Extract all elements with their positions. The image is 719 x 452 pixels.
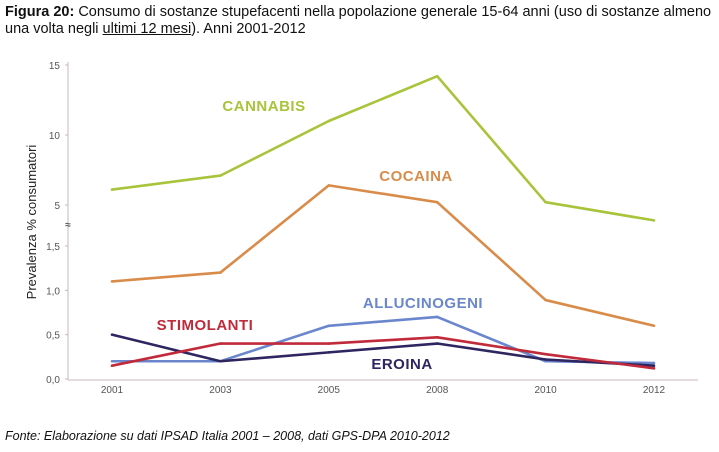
data-point-stimolanti bbox=[544, 352, 547, 356]
data-point-cocaina bbox=[435, 200, 439, 204]
source-note: Fonte: Elaborazione su dati IPSAD Italia… bbox=[5, 429, 450, 443]
data-point-cannabis bbox=[652, 219, 656, 222]
data-point-eroina bbox=[110, 333, 114, 336]
caption-text: Consumo di sostanze stupefacenti nella p… bbox=[5, 4, 712, 37]
series-line-eroina bbox=[111, 333, 655, 367]
data-point-stimolanti bbox=[219, 342, 222, 345]
x-tick-label: 2008 bbox=[426, 385, 449, 396]
series-label-cannabis: CANNABIS bbox=[222, 98, 305, 115]
figure-caption: Figura 20: Consumo di sostanze stupeface… bbox=[5, 4, 717, 38]
series-line-cannabis bbox=[111, 74, 655, 222]
data-point-allucinogeni bbox=[110, 359, 114, 363]
data-point-allucinogeni bbox=[435, 315, 439, 319]
data-point-cocaina bbox=[652, 324, 656, 328]
x-tick-label: 2010 bbox=[534, 385, 557, 396]
y-tick-label: 10 bbox=[49, 131, 61, 142]
data-point-eroina bbox=[435, 342, 439, 345]
data-point-cannabis bbox=[219, 174, 222, 177]
data-point-cocaina bbox=[327, 184, 331, 187]
data-point-cannabis bbox=[327, 119, 331, 123]
series-line-cocaina bbox=[111, 184, 655, 328]
x-tick-label: 2001 bbox=[101, 385, 124, 396]
data-point-cocaina bbox=[219, 271, 222, 274]
data-point-eroina bbox=[219, 359, 222, 363]
caption-underlined: ultimi 12 mesi bbox=[102, 21, 192, 37]
figure-number: Figura 20: bbox=[5, 4, 75, 20]
y-axis-label: Prevalenza % consumatori bbox=[24, 145, 39, 300]
data-point-stimolanti bbox=[435, 336, 439, 339]
data-point-cocaina bbox=[544, 298, 547, 302]
data-point-cannabis bbox=[110, 188, 114, 191]
series-label-allucinogeni: ALLUCINOGENI bbox=[363, 295, 483, 312]
y-tick-label: 1,5 bbox=[46, 242, 60, 253]
y-tick-label: 0,5 bbox=[46, 331, 60, 342]
data-point-allucinogeni bbox=[327, 324, 331, 328]
data-point-eroina bbox=[652, 364, 656, 367]
x-tick-label: 2012 bbox=[643, 385, 666, 396]
series-line-stimolanti bbox=[111, 336, 655, 370]
data-point-cocaina bbox=[110, 280, 114, 283]
y-tick-label: 5 bbox=[54, 201, 60, 212]
data-point-cannabis bbox=[435, 74, 439, 78]
y-tick-label: 0,0 bbox=[46, 375, 60, 386]
series-label-cocaina: COCAINA bbox=[379, 168, 453, 185]
x-tick-label: 2003 bbox=[209, 385, 232, 396]
data-point-allucinogeni bbox=[652, 361, 656, 365]
data-point-stimolanti bbox=[652, 367, 656, 370]
data-point-stimolanti bbox=[327, 342, 331, 345]
series-label-eroina: EROINA bbox=[371, 356, 432, 373]
axis-break: ≈ bbox=[65, 220, 71, 231]
series-label-stimolanti: STIMOLANTI bbox=[157, 317, 254, 334]
y-tick-label: 1,0 bbox=[46, 286, 60, 297]
data-point-cannabis bbox=[544, 200, 547, 204]
y-tick-label: 15 bbox=[49, 61, 61, 72]
x-tick-label: 2005 bbox=[318, 385, 341, 396]
data-point-eroina bbox=[327, 351, 331, 354]
data-point-stimolanti bbox=[110, 364, 114, 367]
data-point-eroina bbox=[544, 358, 547, 361]
caption-tail: ). Anni 2001-2012 bbox=[191, 21, 306, 37]
